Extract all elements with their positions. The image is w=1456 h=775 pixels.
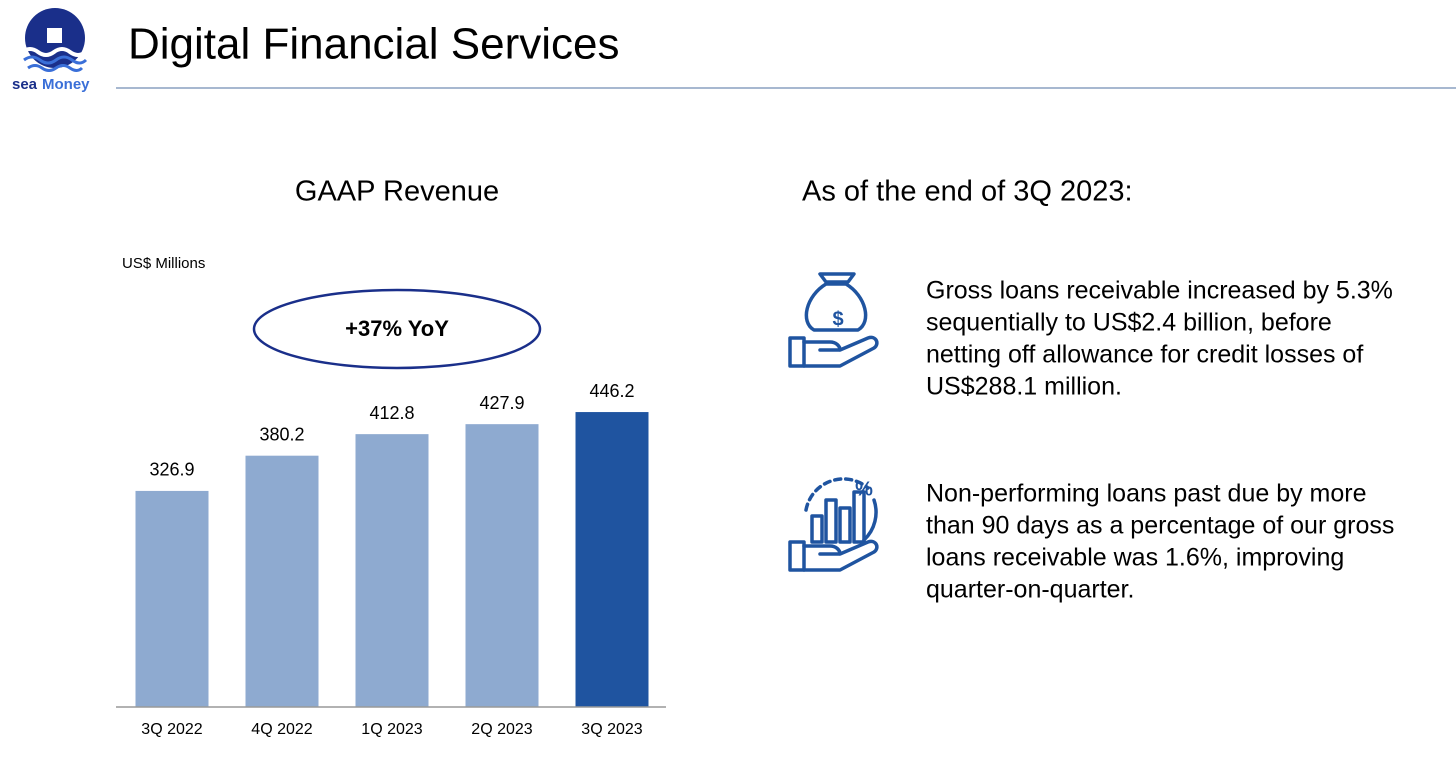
bullet-text: netting off allowance for credit losses … — [926, 341, 1363, 369]
chart-title: GAAP Revenue — [295, 176, 499, 208]
bar — [245, 455, 319, 707]
x-tick-label: 4Q 2022 — [251, 721, 312, 738]
bullet-text: loans receivable was 1.6%, improving — [926, 544, 1344, 572]
bar — [575, 412, 649, 707]
value-label: 326.9 — [149, 460, 194, 480]
bullets: Gross loans receivable increased by 5.3%… — [926, 277, 1394, 604]
bar — [355, 434, 429, 707]
bullet-text: Non-performing loans past due by more — [926, 480, 1367, 508]
value-label: 446.2 — [589, 381, 634, 401]
bullet-text: sequentially to US$2.4 billion, before — [926, 309, 1332, 337]
annotation: +37% YoY — [345, 316, 449, 341]
bar — [465, 424, 539, 707]
value-label: 412.8 — [369, 403, 414, 423]
logo: sea Money — [12, 8, 90, 93]
bar — [135, 490, 209, 707]
bullet-text: Gross loans receivable increased by 5.3% — [926, 277, 1393, 305]
page-title: Digital Financial Services — [128, 20, 620, 69]
chart-icon: % — [788, 477, 879, 572]
logo-text: sea — [12, 76, 38, 93]
x-tick-label: 1Q 2023 — [361, 721, 422, 738]
logo-text: Money — [42, 76, 90, 93]
annotation-ellipse — [252, 288, 542, 370]
highlights-title: As of the end of 3Q 2023: — [802, 176, 1133, 208]
money-icon: $ — [788, 272, 879, 368]
value-label: 427.9 — [479, 393, 524, 413]
svg-text:%: % — [855, 478, 873, 500]
bullet-text: than 90 days as a percentage of our gros… — [926, 512, 1394, 540]
unit-label: US$ Millions — [122, 255, 205, 272]
bullet-text: US$288.1 million. — [926, 373, 1122, 401]
value-label: 380.2 — [259, 424, 304, 444]
x-tick-label: 2Q 2023 — [471, 721, 532, 738]
bars: 326.9 3Q 2022 380.2 4Q 2022 412.8 1Q 2023 427.… — [135, 381, 649, 738]
svg-text:$: $ — [832, 308, 843, 330]
bullet-text: quarter-on-quarter. — [926, 576, 1134, 604]
x-tick-label: 3Q 2022 — [141, 721, 202, 738]
x-tick-label: 3Q 2023 — [581, 721, 642, 738]
